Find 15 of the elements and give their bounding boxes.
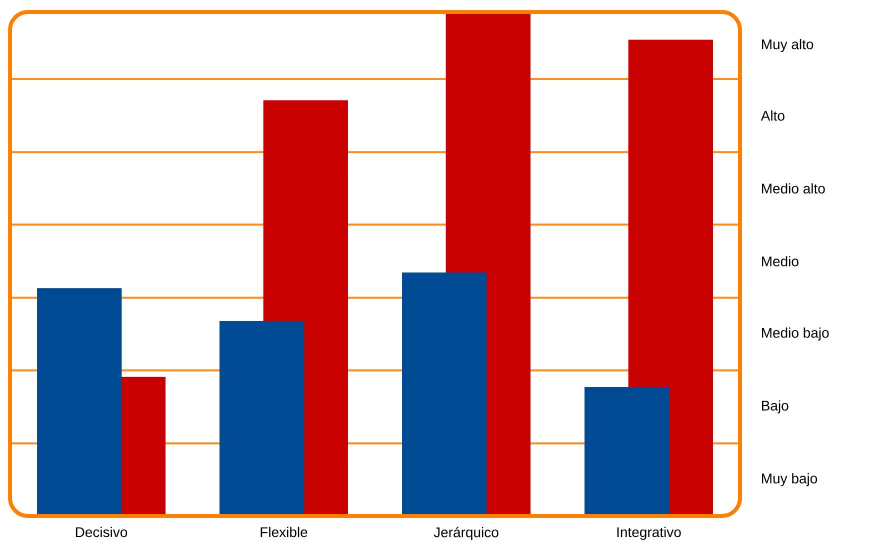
text: Muy bajo xyxy=(762,473,818,486)
x-tick-label: Jerárquico xyxy=(434,526,498,540)
text: Medio bajo xyxy=(762,328,829,341)
text: Alto xyxy=(760,110,784,121)
bar xyxy=(220,320,304,516)
text: Bajo xyxy=(762,400,788,414)
bar xyxy=(402,272,487,516)
text: Muy alto xyxy=(762,38,814,52)
text: Medio alto xyxy=(762,183,825,194)
x-tick-label: Decisivo xyxy=(76,526,128,538)
x-tick-label: Integrativo xyxy=(617,526,681,540)
bar xyxy=(37,288,122,516)
x-tick-label: Flexible xyxy=(260,526,308,538)
bar xyxy=(584,386,670,516)
text: Medio xyxy=(762,256,798,266)
